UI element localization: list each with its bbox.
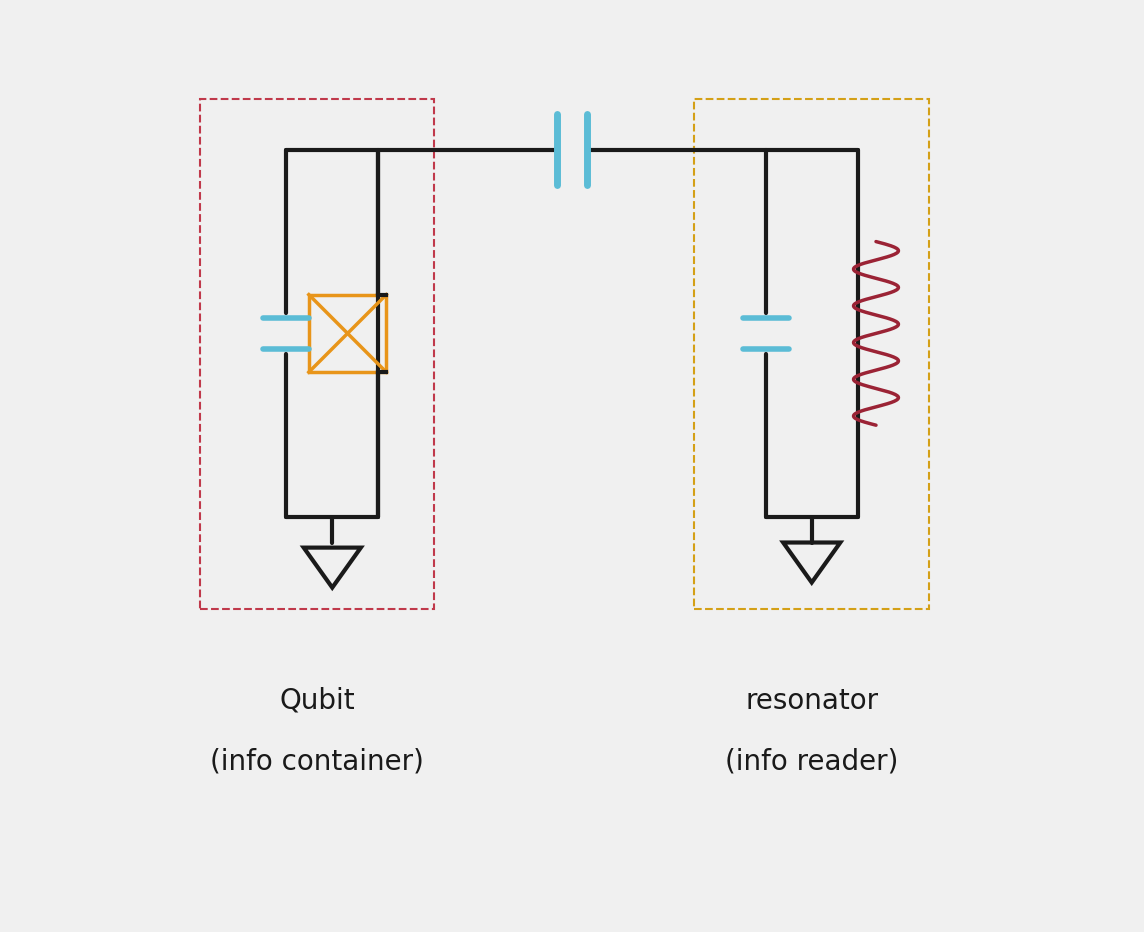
Text: (info container): (info container) (210, 747, 424, 775)
Text: resonator: resonator (745, 687, 879, 715)
Text: (info reader): (info reader) (725, 747, 898, 775)
Text: Qubit: Qubit (279, 687, 355, 715)
